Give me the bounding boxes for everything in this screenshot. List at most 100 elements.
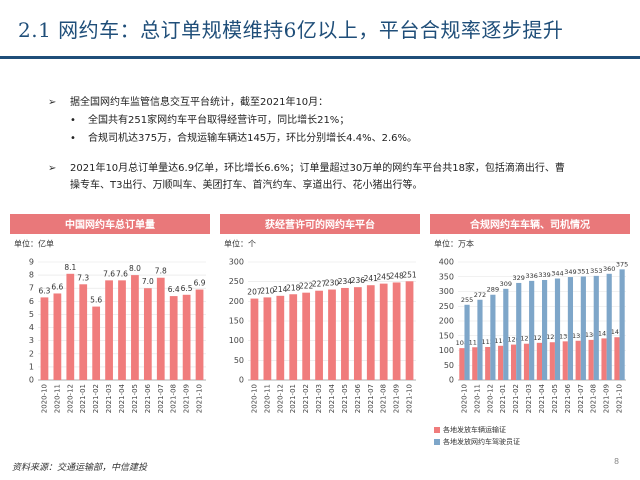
bar bbox=[182, 294, 191, 380]
y-tick-label: 350 bbox=[439, 272, 454, 281]
value-label: 218 bbox=[286, 283, 301, 292]
y-tick-label: 100 bbox=[439, 346, 454, 355]
value-label: 131 bbox=[559, 332, 571, 340]
value-label: 136 bbox=[585, 331, 597, 339]
value-label: 6.3 bbox=[38, 286, 50, 295]
value-label: 248 bbox=[389, 271, 404, 280]
x-tick-label: 2021-06 bbox=[354, 383, 362, 413]
x-tick-label: 2021-07 bbox=[367, 384, 375, 413]
y-tick-label: 100 bbox=[229, 336, 244, 345]
x-tick-label: 2021-05 bbox=[131, 384, 139, 413]
y-tick-label: 8 bbox=[29, 271, 34, 280]
chart-title: 中国网约车总订单量 bbox=[65, 218, 155, 231]
x-tick-label: 2021-08 bbox=[590, 384, 598, 413]
bar bbox=[562, 341, 568, 380]
value-label: 210 bbox=[260, 286, 275, 295]
value-label: 141 bbox=[598, 329, 610, 337]
bar bbox=[379, 283, 388, 380]
legend-label: 各地发放车辆运输证 bbox=[443, 425, 506, 434]
x-tick-label: 2021-10 bbox=[196, 384, 204, 413]
bar bbox=[529, 280, 535, 380]
x-tick-label: 2020-12 bbox=[66, 384, 74, 413]
x-tick-label: 2021-04 bbox=[538, 383, 546, 413]
bar bbox=[156, 277, 165, 380]
x-tick-label: 2020-10 bbox=[460, 384, 468, 413]
x-tick-label: 2020-12 bbox=[276, 384, 284, 413]
bar bbox=[131, 275, 139, 380]
value-label: 234 bbox=[338, 277, 353, 286]
y-tick-label: 300 bbox=[439, 287, 454, 296]
value-label: 214 bbox=[273, 285, 288, 294]
x-tick-label: 2021-08 bbox=[170, 384, 178, 413]
x-tick-label: 2021-01 bbox=[79, 384, 87, 413]
value-label: 6.4 bbox=[168, 285, 180, 294]
legend-swatch bbox=[434, 427, 440, 433]
value-label: 6.6 bbox=[51, 282, 63, 291]
bar bbox=[195, 289, 204, 380]
x-tick-label: 2021-07 bbox=[577, 384, 585, 413]
bar bbox=[105, 280, 113, 380]
bar bbox=[92, 306, 101, 380]
y-tick-label: 6 bbox=[29, 297, 34, 306]
bar bbox=[614, 337, 620, 380]
bullet: 2021年10月总订单量达6.9亿单，环比增长6.6%；订单量超过30万单的网约… bbox=[48, 160, 570, 194]
value-label: 241 bbox=[364, 274, 379, 283]
x-tick-label: 2021-08 bbox=[380, 384, 388, 413]
bar bbox=[53, 293, 62, 380]
x-tick-label: 2021-02 bbox=[512, 384, 520, 413]
x-tick-label: 2020-11 bbox=[473, 384, 481, 413]
x-tick-label: 2021-04 bbox=[118, 383, 126, 413]
y-tick-label: 200 bbox=[439, 317, 454, 326]
value-label: 344 bbox=[551, 270, 563, 278]
bar bbox=[169, 296, 178, 380]
sub-bullet: 全国共有251家网约车平台取得经营许可，同比增长21%； bbox=[70, 112, 608, 129]
chart-title: 获经营许可的网约车平台 bbox=[264, 218, 375, 231]
value-label: 6.5 bbox=[181, 284, 193, 293]
bar bbox=[353, 287, 362, 380]
bar bbox=[40, 297, 49, 380]
bar bbox=[302, 292, 311, 380]
value-label: 7.0 bbox=[142, 277, 154, 286]
bar bbox=[580, 276, 586, 380]
value-label: 8.0 bbox=[129, 264, 141, 273]
page-number: 8 bbox=[614, 457, 620, 466]
bar bbox=[315, 290, 323, 380]
bar bbox=[516, 282, 522, 380]
bar bbox=[79, 284, 88, 380]
bullet: 据全国网约车监管信息交互平台统计，截至2021年10月： bbox=[48, 94, 610, 111]
x-tick-label: 2021-09 bbox=[393, 384, 401, 413]
bar bbox=[554, 278, 561, 380]
x-tick-label: 2021-02 bbox=[92, 384, 100, 413]
x-tick-label: 2021-05 bbox=[551, 384, 559, 413]
y-tick-label: 0 bbox=[239, 376, 244, 385]
x-tick-label: 2021-05 bbox=[341, 384, 349, 413]
value-label: 236 bbox=[351, 276, 366, 285]
x-tick-label: 2021-10 bbox=[616, 384, 624, 413]
value-label: 272 bbox=[474, 291, 486, 299]
bar bbox=[66, 273, 75, 380]
y-tick-label: 400 bbox=[439, 258, 454, 267]
unit-label: 单位：万本 bbox=[434, 239, 474, 249]
value-label: 351 bbox=[577, 267, 589, 275]
value-label: 8.1 bbox=[64, 263, 76, 272]
x-tick-label: 2020-12 bbox=[486, 384, 494, 413]
y-tick-label: 300 bbox=[229, 258, 244, 267]
y-tick-label: 0 bbox=[29, 376, 34, 385]
bar bbox=[477, 299, 483, 380]
bar bbox=[366, 285, 375, 380]
value-label: 309 bbox=[500, 280, 512, 288]
bar bbox=[485, 346, 491, 380]
value-label: 375 bbox=[616, 260, 628, 268]
slide-title: 2.1 网约车：总订单规模维持6亿以上，平台合规率逐步提升 bbox=[18, 18, 564, 42]
value-label: 7.6 bbox=[116, 269, 128, 278]
y-tick-label: 250 bbox=[229, 277, 244, 286]
x-tick-label: 2021-04 bbox=[328, 383, 336, 413]
bar bbox=[276, 295, 285, 380]
value-label: 289 bbox=[487, 286, 499, 294]
value-label: 329 bbox=[513, 274, 525, 282]
legend-swatch bbox=[434, 439, 440, 445]
y-tick-label: 150 bbox=[229, 317, 244, 326]
y-tick-label: 200 bbox=[229, 297, 244, 306]
unit-label: 单位：亿单 bbox=[14, 239, 54, 249]
title-rule bbox=[0, 56, 640, 59]
